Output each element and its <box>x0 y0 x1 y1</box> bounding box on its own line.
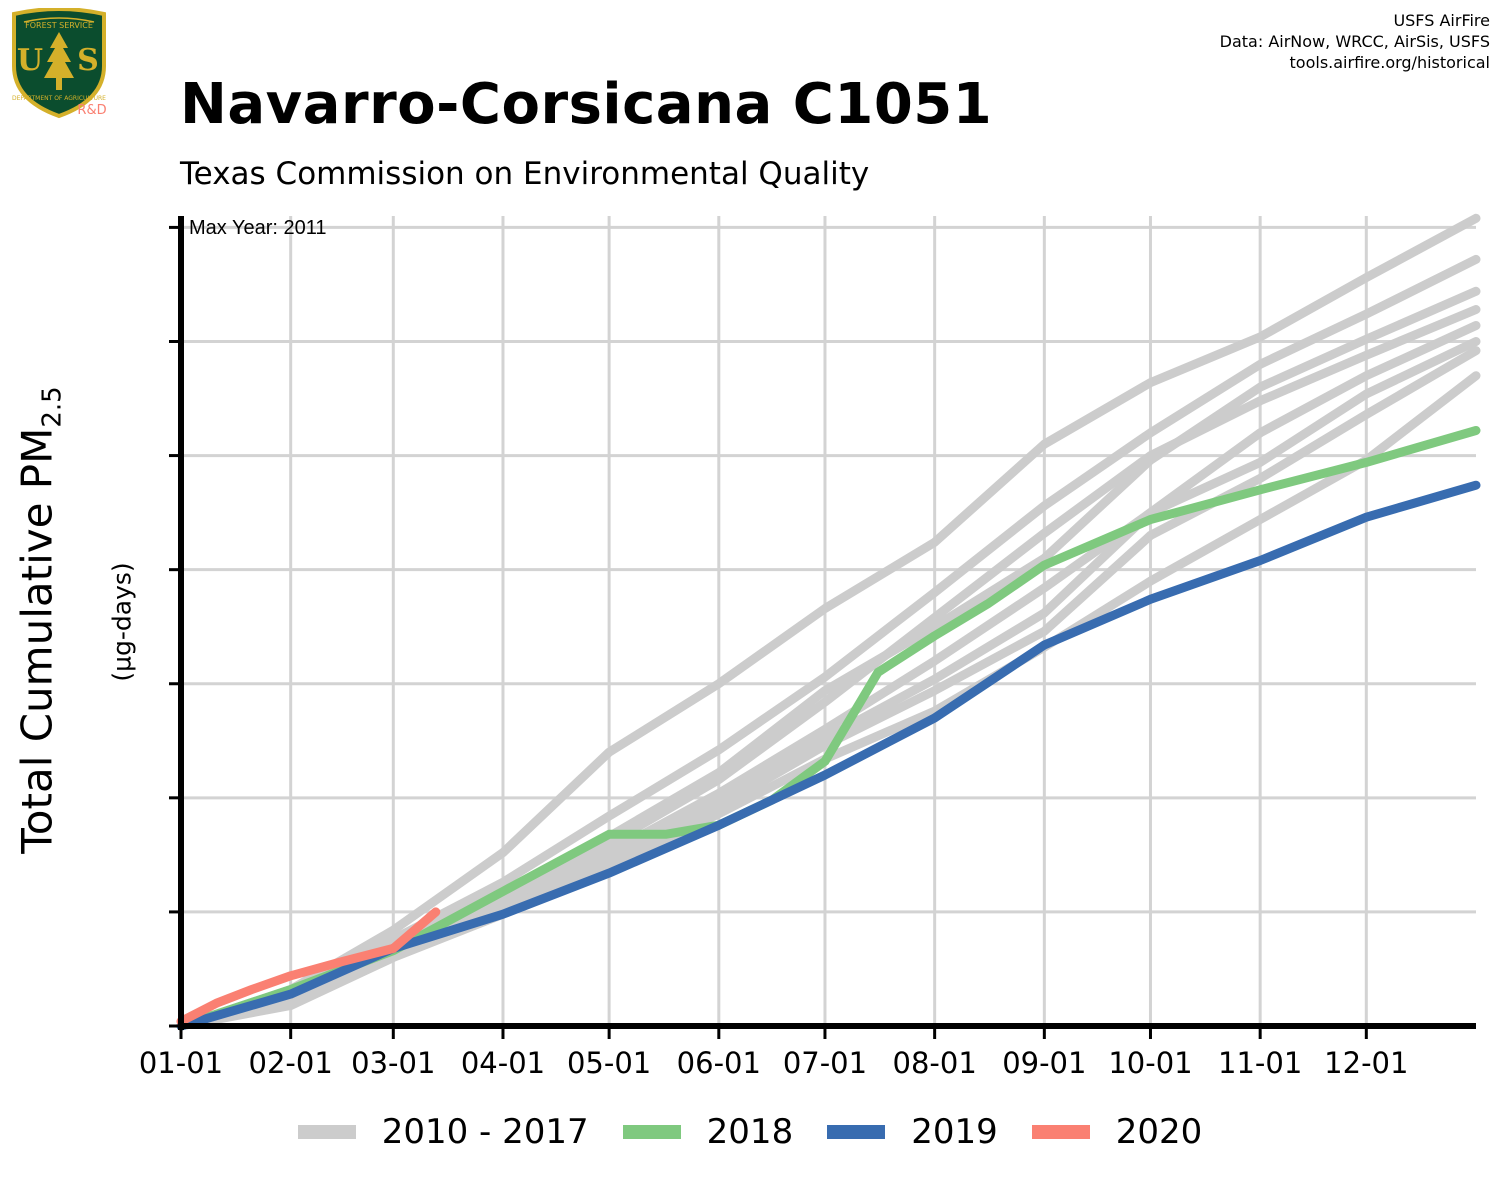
grid-layer <box>181 216 1476 1026</box>
max-year-annotation: Max Year: 2011 <box>189 217 327 239</box>
x-tick-label: 09-01 <box>1002 1046 1086 1080</box>
forest-service-shield-logo: FOREST SERVICE U S DEPARTMENT OF AGRICUL… <box>12 8 107 119</box>
x-tick-label: 08-01 <box>893 1046 977 1080</box>
tree-icon <box>44 32 74 90</box>
credits-block: USFS AirFire Data: AirNow, WRCC, AirSis,… <box>1220 10 1490 73</box>
svg-text:DEPARTMENT OF AGRICULTURE: DEPARTMENT OF AGRICULTURE <box>12 95 106 102</box>
series-line-2010-2017 <box>176 286 1481 1031</box>
series-line-2020 <box>176 907 441 1026</box>
x-tick-label: 03-01 <box>351 1046 435 1080</box>
svg-text:S: S <box>77 43 99 78</box>
credit-line: tools.airfire.org/historical <box>1289 53 1490 72</box>
legend-item: 2019 <box>827 1112 998 1152</box>
credit-line: Data: AirNow, WRCC, AirSis, USFS <box>1219 32 1490 51</box>
x-tick-label: 01-01 <box>139 1046 223 1080</box>
legend-label: 2018 <box>706 1112 794 1152</box>
legend-item: 2010 - 2017 <box>297 1112 589 1152</box>
svg-text:FOREST SERVICE: FOREST SERVICE <box>25 21 93 30</box>
x-tick-label: 12-01 <box>1324 1046 1408 1080</box>
legend-swatch-2020 <box>1031 1125 1090 1139</box>
x-tick-label: 05-01 <box>567 1046 651 1080</box>
legend-swatch-2010-2017 <box>297 1125 356 1139</box>
legend-item: 2018 <box>622 1112 794 1152</box>
series-layer <box>176 213 1481 1031</box>
svg-text:U: U <box>17 43 43 78</box>
x-tick-label: 04-01 <box>461 1046 545 1080</box>
x-tick-label: 07-01 <box>783 1046 867 1080</box>
chart-subtitle: Texas Commission on Environmental Qualit… <box>180 156 870 192</box>
axis-layer: 01-01 02-01 03-01 04-01 05-01 06-01 07-01 08-01… <box>139 216 1476 1080</box>
series-line-2018 <box>176 426 1481 1031</box>
legend-swatch-2019 <box>827 1125 886 1139</box>
x-tick-label: 10-01 <box>1108 1046 1192 1080</box>
x-tick-label: 06-01 <box>677 1046 761 1080</box>
legend: 2010 - 2017 2018 2019 2020 <box>0 1112 1500 1152</box>
x-tick-label: 11-01 <box>1218 1046 1302 1080</box>
legend-label: 2019 <box>911 1112 998 1152</box>
legend-item: 2020 <box>1031 1112 1203 1152</box>
logo-rd-label: R&D <box>77 103 106 118</box>
legend-label: 2010 - 2017 <box>381 1112 589 1152</box>
legend-swatch-2018 <box>622 1125 681 1139</box>
legend-label: 2020 <box>1115 1112 1203 1152</box>
credit-line: USFS AirFire <box>1393 11 1490 30</box>
series-line-2010-2017 <box>176 213 1481 1031</box>
x-tick-label: 02-01 <box>249 1046 333 1080</box>
chart-title: Navarro-Corsicana C1051 <box>180 72 993 137</box>
